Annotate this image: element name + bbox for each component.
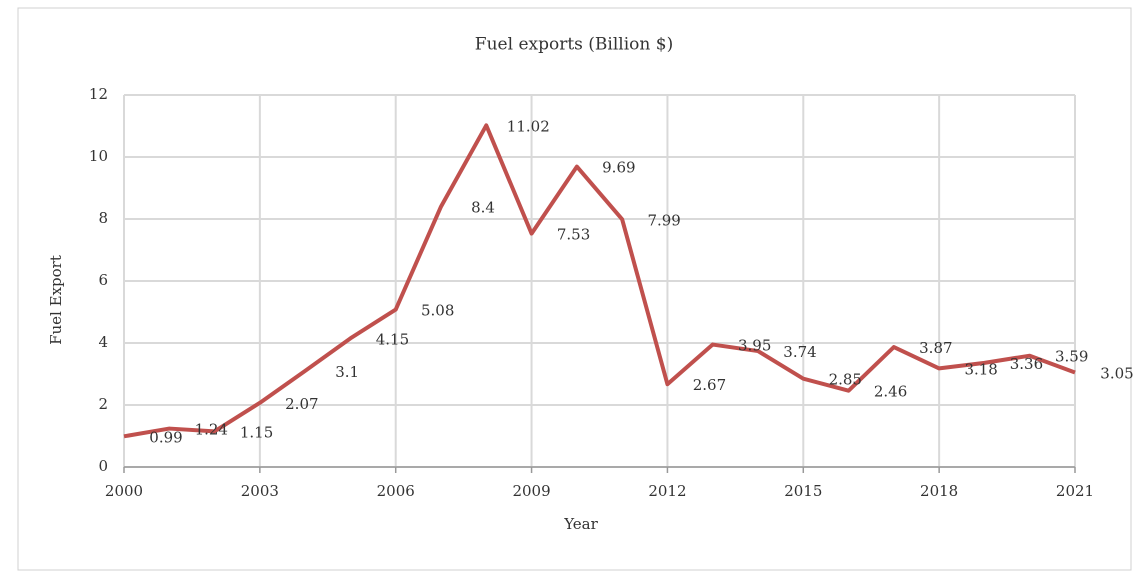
data-label: 2.07: [285, 395, 318, 413]
x-tick-label: 2021: [1056, 482, 1094, 500]
data-label: 11.02: [507, 117, 550, 135]
data-label: 3.87: [919, 339, 952, 357]
data-label: 2.67: [693, 376, 726, 394]
chart-frame: [17, 7, 1132, 571]
x-tick-label: 2006: [377, 482, 415, 500]
x-tick-label: 2003: [241, 482, 279, 500]
data-label: 3.95: [738, 337, 771, 355]
x-axis-label: Year: [563, 515, 598, 533]
x-tick-label: 2015: [784, 482, 822, 500]
data-line: [123, 123, 1076, 439]
y-axis-label: Fuel Export: [47, 255, 65, 345]
x-tick-label: 2012: [648, 482, 686, 500]
chart-title: Fuel exports (Billion $): [475, 35, 673, 55]
data-label: 3.74: [783, 343, 816, 361]
y-tick-label: 6: [98, 271, 108, 289]
data-label: 1.24: [195, 421, 228, 439]
y-tick-label: 12: [89, 85, 108, 103]
y-tick-label: 4: [98, 333, 108, 351]
data-label: 0.99: [149, 428, 182, 446]
data-label: 2.46: [874, 383, 907, 401]
x-tick-label: 2009: [512, 482, 550, 500]
y-tick-label: 0: [98, 457, 108, 475]
data-label: 3.05: [1100, 364, 1133, 382]
data-label: 2.85: [829, 371, 862, 389]
data-label: 9.69: [602, 159, 635, 177]
data-label: 7.53: [557, 226, 590, 244]
y-tick-label: 2: [98, 395, 108, 413]
x-tick-label: 2000: [105, 482, 143, 500]
data-label: 4.15: [376, 330, 409, 348]
x-tick-label: 2018: [920, 482, 958, 500]
data-label: 3.1: [335, 363, 359, 381]
data-label: 8.4: [471, 199, 495, 217]
data-label: 3.18: [964, 360, 997, 378]
data-label: 5.08: [421, 302, 454, 320]
data-label: 7.99: [647, 211, 680, 229]
y-tick-label: 8: [98, 209, 108, 227]
data-label: 3.59: [1055, 348, 1088, 366]
data-label: 3.36: [1010, 355, 1043, 373]
data-label: 1.15: [240, 423, 273, 441]
y-tick-label: 10: [89, 147, 108, 165]
